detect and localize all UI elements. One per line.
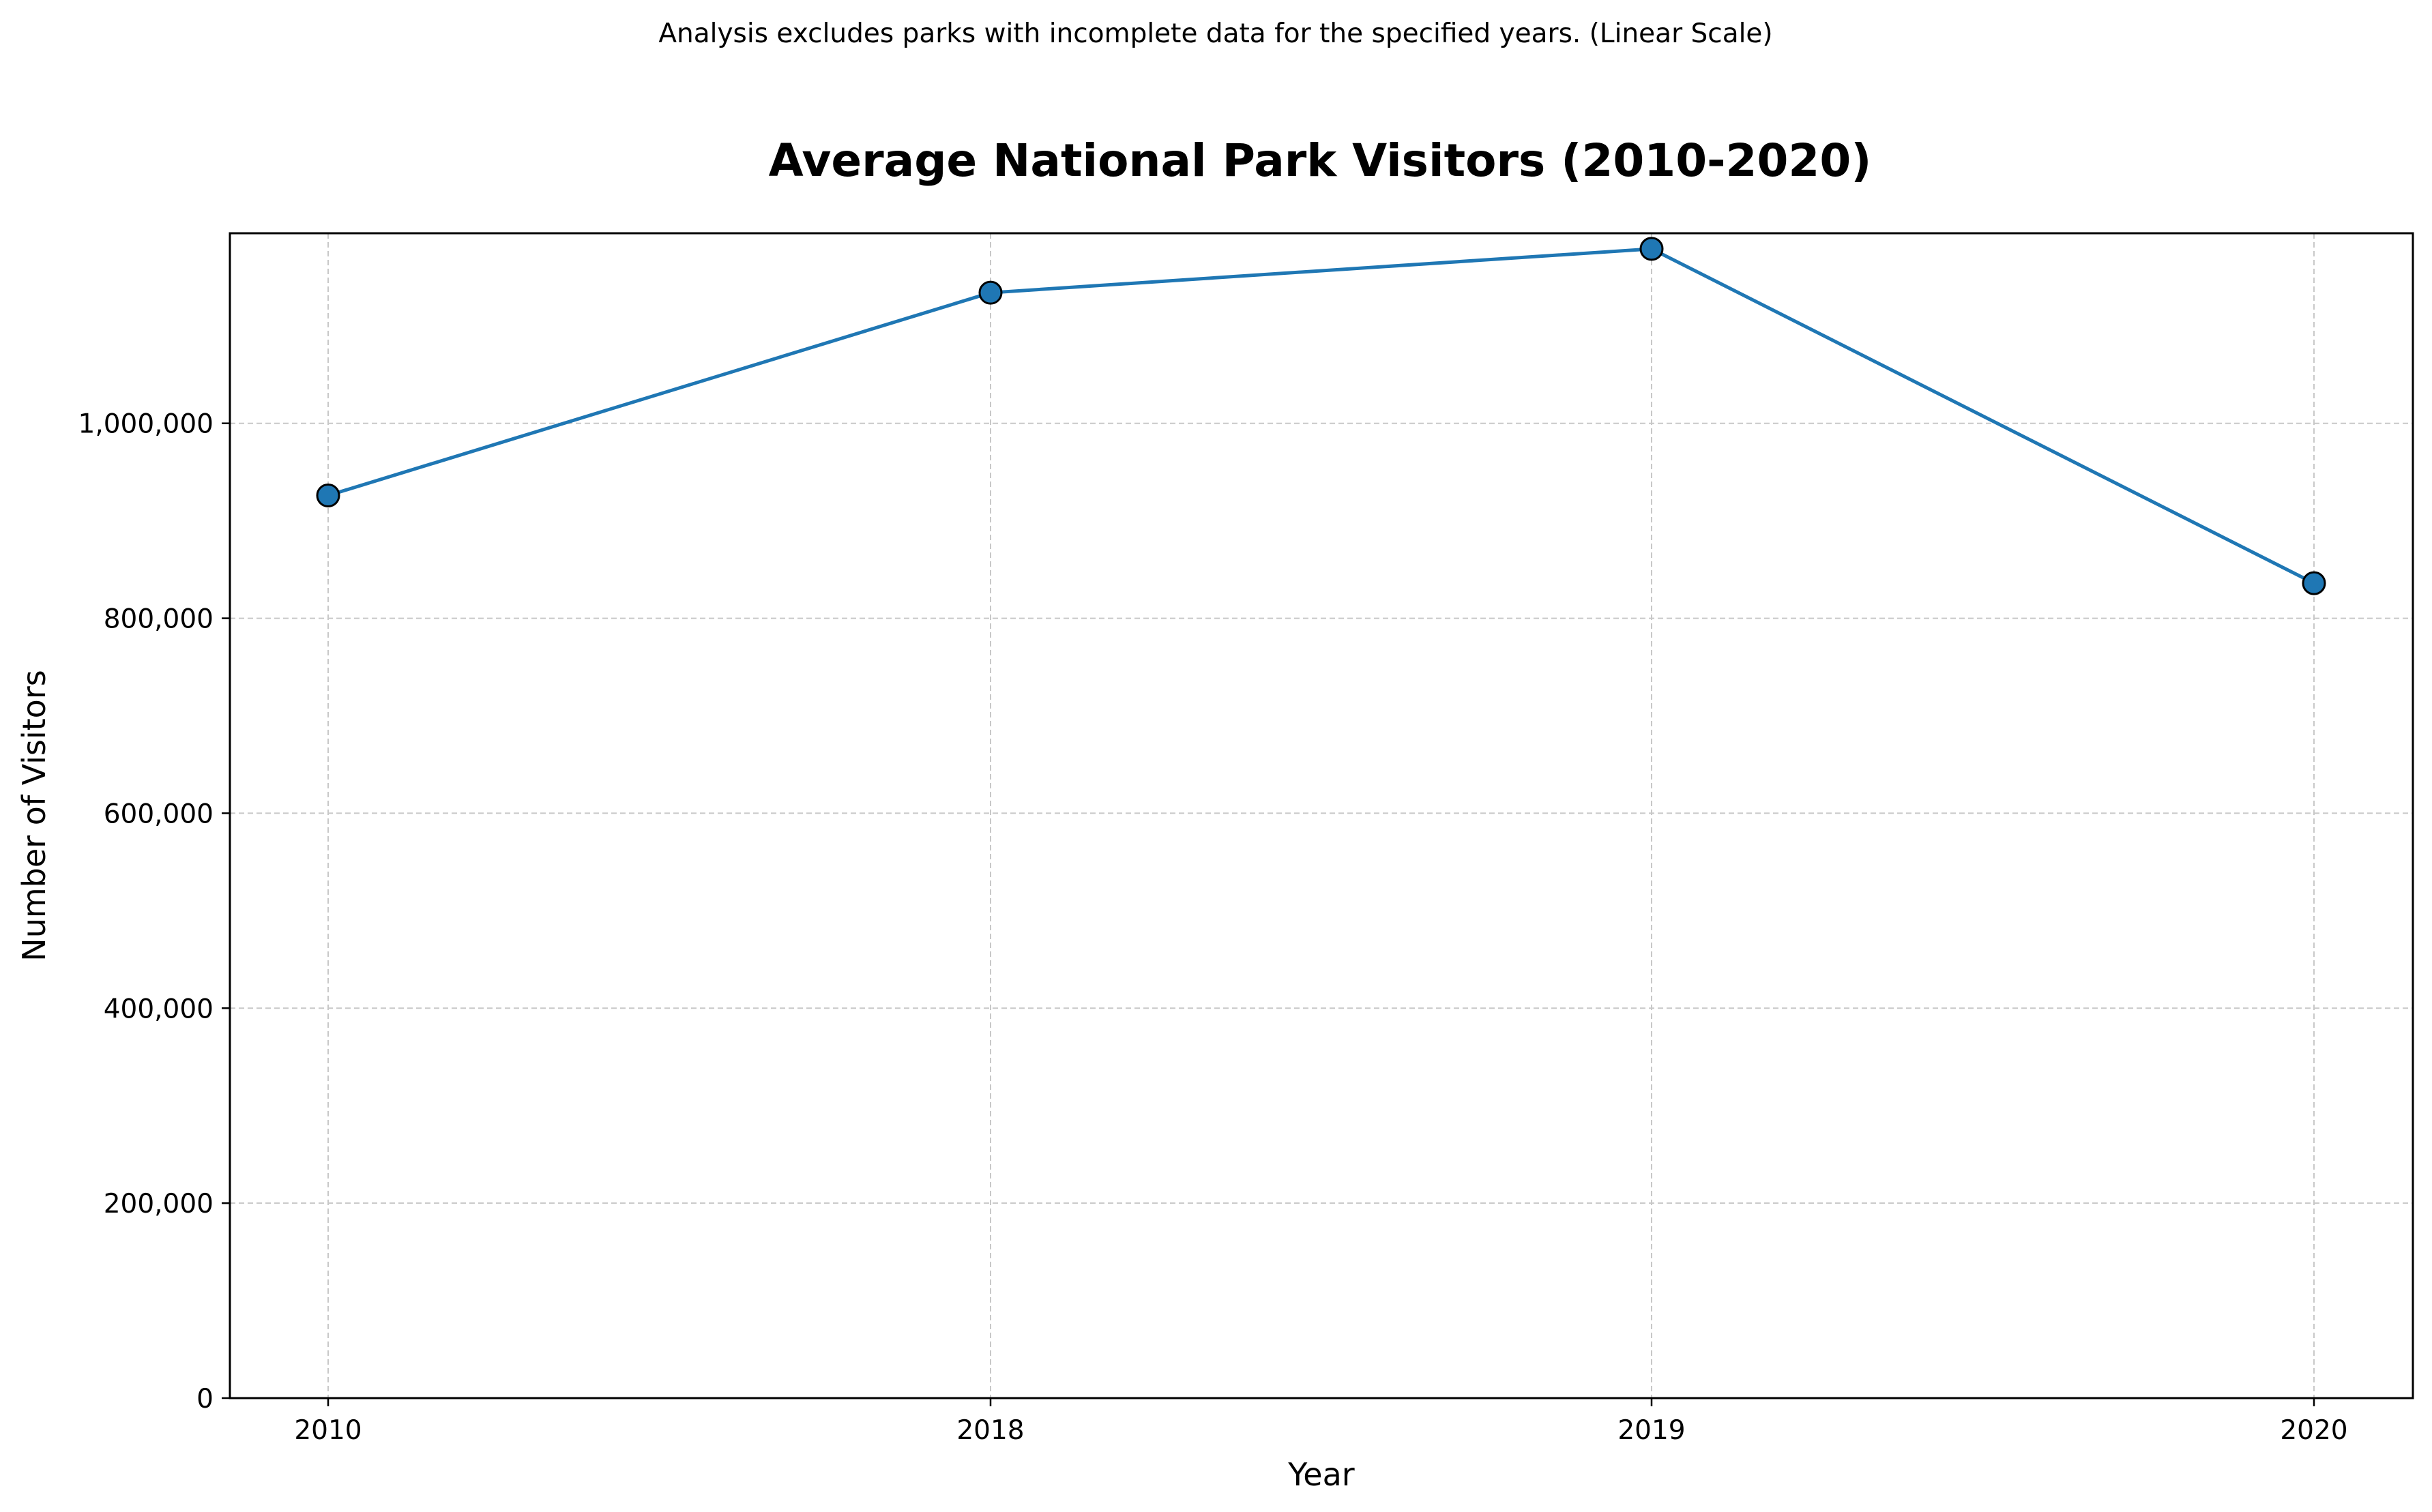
data-point-marker (316, 483, 340, 507)
chart-title: Average National Park Visitors (2010-202… (769, 134, 1872, 187)
y-tick-label: 800,000 (104, 604, 214, 635)
x-tick-label: 2019 (1617, 1415, 1685, 1446)
x-tick-label: 2020 (2280, 1415, 2347, 1446)
y-tick-label: 400,000 (104, 994, 214, 1024)
y-tick-label: 1,000,000 (78, 409, 214, 440)
series-layer (316, 237, 2326, 595)
grid-layer (230, 233, 2413, 1398)
data-point-marker (2302, 571, 2326, 595)
x-tick-label: 2010 (294, 1415, 362, 1446)
data-point-marker (978, 280, 1003, 305)
y-tick-label: 200,000 (104, 1189, 214, 1219)
y-tick-label: 0 (196, 1384, 214, 1414)
plot-area-frame (229, 232, 2414, 1399)
x-axis-label: Year (1287, 1456, 1354, 1493)
series-line (327, 247, 2315, 585)
y-axis-label: Number of Visitors (16, 670, 53, 961)
y-tick-label: 600,000 (104, 799, 214, 829)
tick-layer: 2010 2018 2019 2020 0 200,000 400,000 600,000 80… (78, 409, 2348, 1446)
chart-note: Analysis excludes parks with incomplete … (658, 18, 1772, 49)
data-point-marker (1639, 237, 1664, 261)
x-tick-label: 2018 (956, 1415, 1024, 1446)
